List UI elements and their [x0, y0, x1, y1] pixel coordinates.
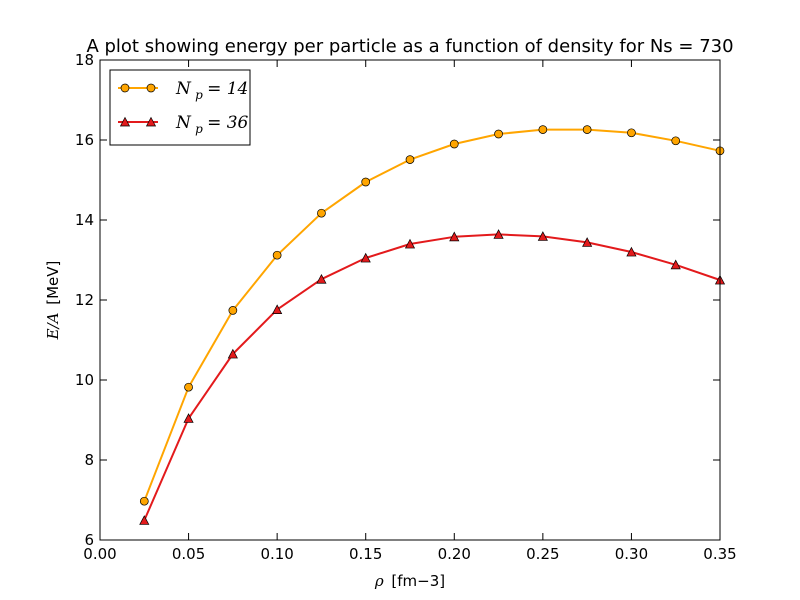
- series-np14-point: [405, 155, 415, 164]
- series-np36-point: [670, 259, 681, 270]
- series-np14-line: [143, 128, 721, 502]
- legend-box: [109, 69, 251, 146]
- legend-np14-base: N: [175, 79, 192, 99]
- series-np36-point: [360, 252, 371, 263]
- series-np14-point: [184, 382, 193, 392]
- series-np14-point: [449, 139, 459, 149]
- series-np36-point: [537, 231, 548, 241]
- series-np14-point: [671, 136, 681, 146]
- legend-marker-np14-b: [146, 83, 156, 93]
- series-np14-point: [582, 125, 592, 134]
- series-np14-point: [361, 177, 371, 187]
- series-np14-point: [228, 306, 238, 315]
- series-np36-point: [493, 229, 504, 239]
- x-tick-label: 0.05: [172, 545, 205, 563]
- series-np36-point: [404, 238, 416, 249]
- x-tick-label: 0.20: [438, 545, 471, 563]
- series-np14-point: [317, 208, 326, 218]
- legend-label-np36: N p = 36: [175, 113, 249, 137]
- x-tick-label: 0.10: [260, 545, 293, 563]
- y-tick-label: 8: [84, 451, 94, 469]
- legend-np36-base: N: [175, 113, 192, 133]
- series-np14-point: [272, 250, 282, 260]
- series-np36-point: [139, 515, 150, 525]
- y-tick-label: 10: [75, 371, 94, 389]
- series-np36-point: [183, 413, 194, 423]
- chart-title: A plot showing energy per particle as a …: [86, 36, 733, 57]
- legend-label-np14: N p = 14: [175, 79, 248, 103]
- ticks-layer: 0.00 0.05 0.10 0.15 0.20 0.25 0.30 0.35 6 8 10 12 14…: [75, 51, 737, 563]
- x-tick-label: 0.35: [703, 545, 736, 563]
- y-axis-unit: [MeV]: [44, 261, 62, 305]
- legend-np36-sub: p: [195, 122, 203, 136]
- series-np36-point: [582, 237, 593, 247]
- series-np36-point: [449, 231, 460, 242]
- legend-np14-rest: = 14: [207, 79, 248, 99]
- y-tick-label: 14: [75, 211, 94, 229]
- legend: N p = 14 N p = 36: [109, 69, 251, 146]
- series-np14-point: [139, 496, 149, 506]
- x-tick-label: 0.00: [83, 545, 116, 563]
- y-axis-symbol: E/A: [44, 312, 62, 340]
- legend-marker-np36: [119, 116, 131, 127]
- series-np36-point: [316, 273, 327, 284]
- x-axis-symbol: ρ: [374, 572, 384, 590]
- legend-marker-np14: [120, 83, 130, 93]
- series-np36-point: [626, 246, 637, 257]
- y-tick-label: 18: [75, 51, 94, 69]
- series-np14-point: [494, 129, 503, 139]
- series-np36-point: [227, 348, 238, 359]
- x-axis-unit: [fm−3]: [391, 572, 445, 590]
- x-tick-label: 0.25: [526, 545, 559, 563]
- series-np36-line: [143, 233, 721, 521]
- y-tick-label: 16: [75, 131, 94, 149]
- y-axis-label: E/A [MeV]: [44, 261, 62, 341]
- series-np14-point: [627, 128, 636, 138]
- y-tick-label: 6: [84, 531, 94, 549]
- legend-np14-sub: p: [195, 88, 203, 102]
- legend-np36-rest: = 36: [207, 113, 248, 133]
- x-tick-label: 0.30: [615, 545, 648, 563]
- x-tick-label: 0.15: [349, 545, 382, 563]
- series-np36-point: [272, 304, 283, 314]
- legend-marker-np36-b: [145, 116, 157, 127]
- series-np14-point: [538, 125, 548, 134]
- x-axis-label: ρ [fm−3]: [374, 572, 445, 590]
- y-tick-label: 12: [75, 291, 94, 309]
